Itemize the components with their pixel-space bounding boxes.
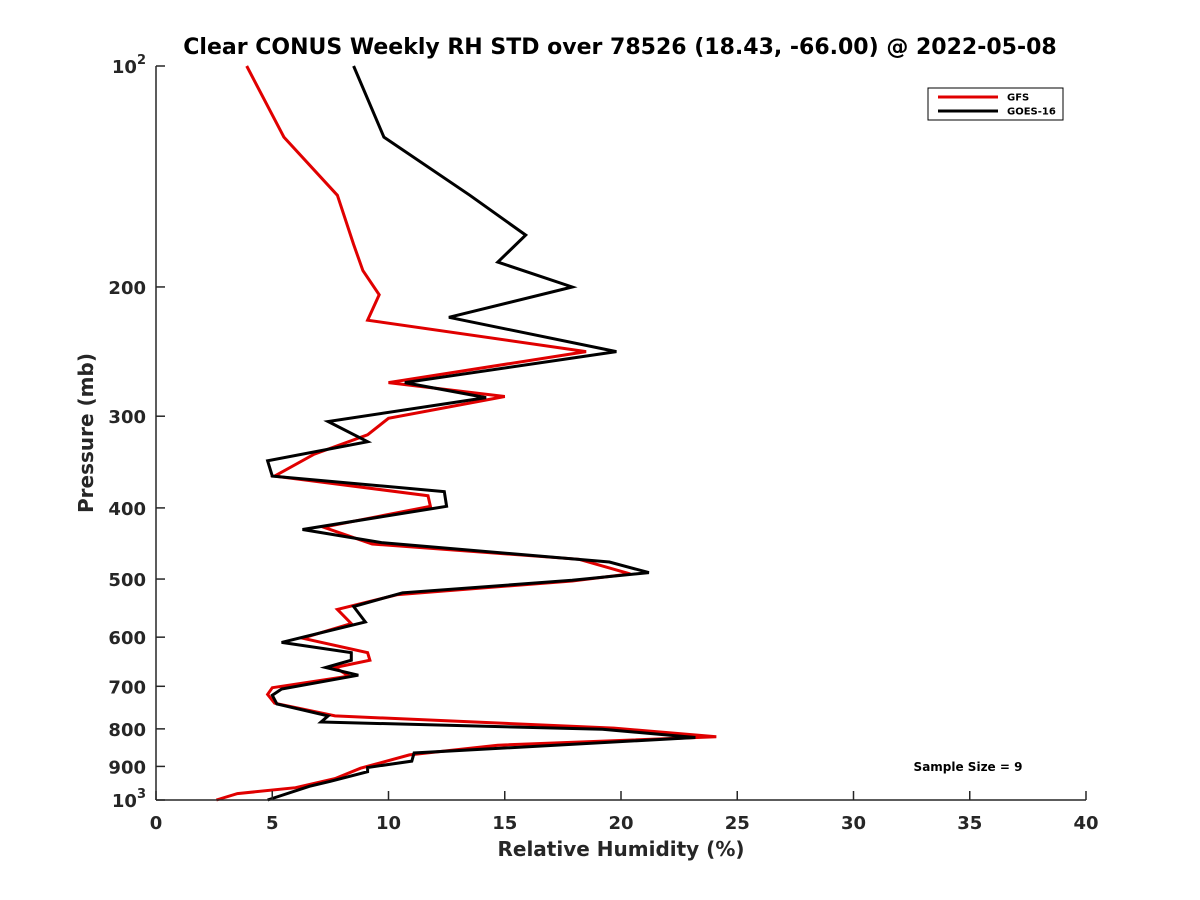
y-tick-label: 400 xyxy=(108,499,146,520)
y-tick-label: 102 xyxy=(112,53,146,78)
legend-label-goes-16: GOES-16 xyxy=(1007,107,1056,118)
x-tick-label: 30 xyxy=(841,813,866,834)
y-tick-base: 10 xyxy=(112,57,137,78)
x-tick-label: 10 xyxy=(376,813,401,834)
x-axis-ticks: 0 5 10 15 20 25 30 35 40 xyxy=(150,791,1099,834)
plot-area: 0 5 10 15 20 25 30 35 40 10220030040050060070080… xyxy=(108,53,1098,834)
y-tick-label: 900 xyxy=(108,757,146,778)
y-tick-label: 600 xyxy=(108,628,146,649)
series-layer xyxy=(215,65,717,802)
y-tick-label: 700 xyxy=(108,677,146,698)
y-tick-label: 800 xyxy=(108,720,146,741)
y-tick-exponent: 2 xyxy=(137,53,146,68)
y-tick-label: 103 xyxy=(112,787,146,812)
series-line-goes-16 xyxy=(265,65,696,802)
y-tick-exponent: 3 xyxy=(137,787,146,802)
y-tick-label: 200 xyxy=(108,278,146,299)
x-tick-label: 20 xyxy=(608,813,633,834)
y-tick-label: 300 xyxy=(108,407,146,428)
x-tick-label: 15 xyxy=(492,813,517,834)
y-tick-base: 10 xyxy=(112,791,137,812)
x-tick-label: 5 xyxy=(266,813,279,834)
y-axis-label: Pressure (mb) xyxy=(74,353,98,513)
x-tick-label: 35 xyxy=(957,813,982,834)
chart-title: Clear CONUS Weekly RH STD over 78526 (18… xyxy=(183,35,1056,60)
sample-size-annotation: Sample Size = 9 xyxy=(914,760,1023,774)
x-tick-label: 0 xyxy=(150,813,163,834)
legend-box xyxy=(927,87,1064,121)
x-axis-label: Relative Humidity (%) xyxy=(497,837,744,861)
x-tick-label: 25 xyxy=(725,813,750,834)
legend-label-gfs: GFS xyxy=(1007,93,1029,104)
legend-items: GFS GOES-16 xyxy=(938,93,1056,118)
x-tick-label: 40 xyxy=(1073,813,1098,834)
legend: GFS GOES-16 xyxy=(927,87,1064,121)
y-tick-label: 500 xyxy=(108,570,146,591)
